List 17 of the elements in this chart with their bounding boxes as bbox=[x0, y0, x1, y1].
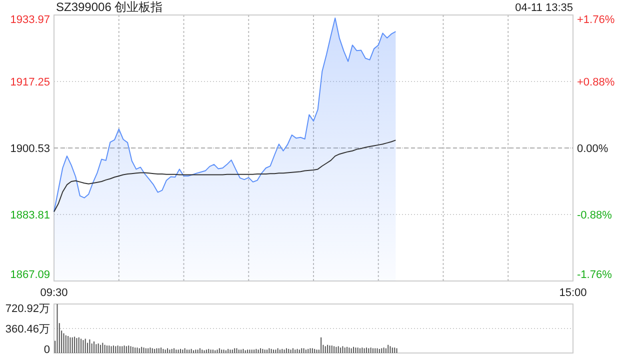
y-tick-label: 1933.97 bbox=[10, 14, 50, 26]
y2-tick-label: +1.76% bbox=[577, 14, 615, 26]
y-tick-label: 360.46万 bbox=[5, 324, 50, 336]
y-tick-label: 0 bbox=[44, 344, 50, 356]
y-tick-label: 1867.09 bbox=[10, 269, 50, 281]
x-tick-label: 09:30 bbox=[40, 287, 68, 299]
y2-tick-label: 0.00% bbox=[577, 143, 608, 155]
y-tick-label: 1883.81 bbox=[10, 210, 50, 222]
y-tick-label: 1900.53 bbox=[10, 143, 50, 155]
chart-title: SZ399006 创业板指 bbox=[56, 0, 163, 14]
y2-tick-label: -1.76% bbox=[577, 269, 612, 281]
y2-tick-label: -0.88% bbox=[577, 210, 612, 222]
y-tick-label: 720.92万 bbox=[5, 303, 50, 315]
x-tick-label: 15:00 bbox=[559, 287, 587, 299]
text: 04-11 13:35 bbox=[515, 2, 573, 14]
y2-tick-label: +0.88% bbox=[577, 76, 615, 88]
y-tick-label: 1917.25 bbox=[10, 76, 50, 88]
